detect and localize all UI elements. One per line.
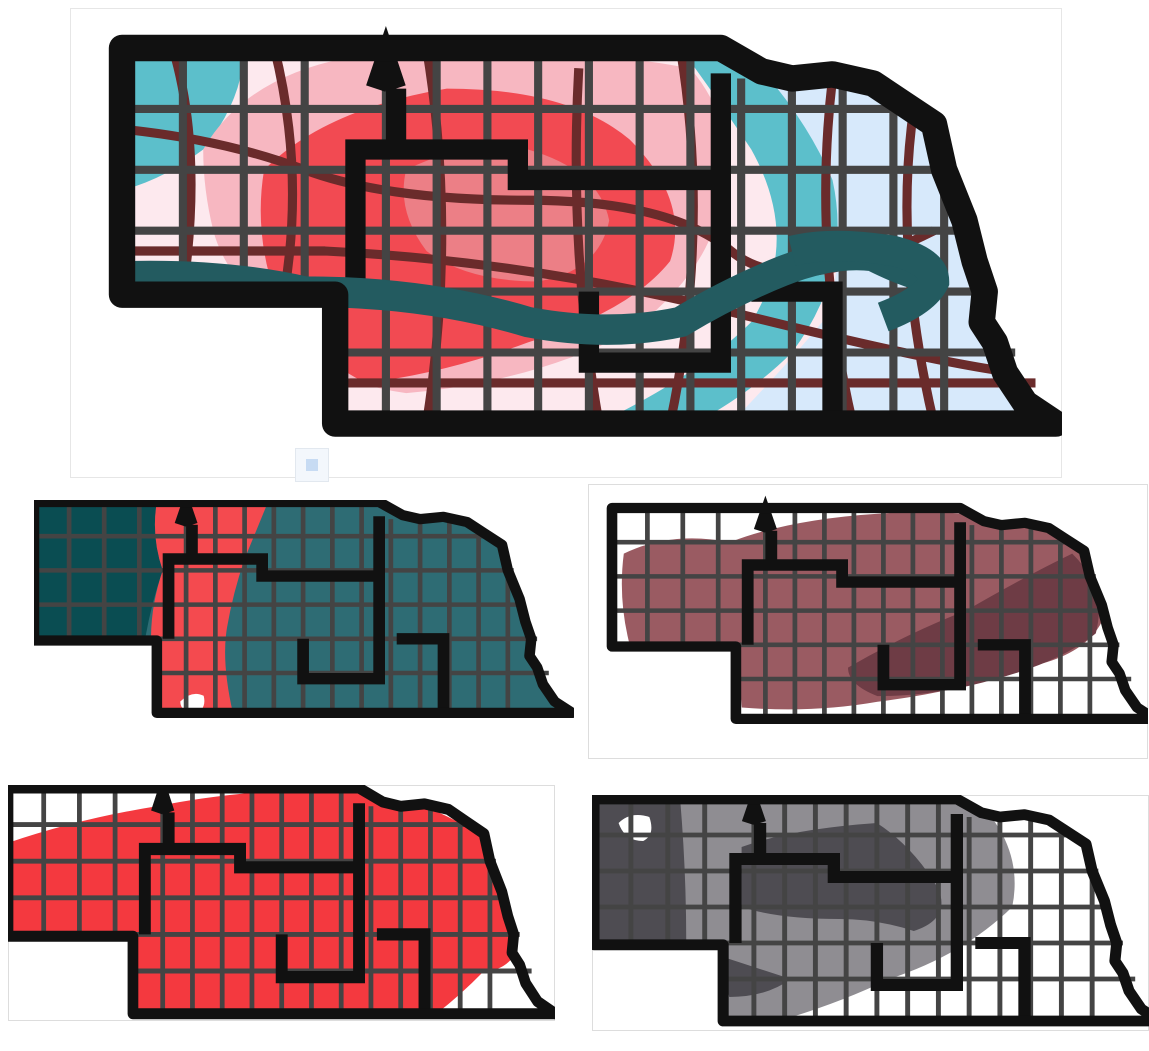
map-4-panel — [8, 785, 555, 1047]
map-2-panel — [34, 500, 574, 740]
legend-swatch — [295, 448, 329, 482]
north-loup-river — [788, 230, 950, 332]
zone-dark-gray — [594, 799, 942, 997]
map-3-frame — [588, 484, 1148, 759]
map-4 — [8, 785, 555, 1021]
zone-red — [8, 788, 520, 1014]
main-map-panel — [70, 8, 1062, 482]
map-3-panel — [588, 484, 1148, 774]
map-5 — [592, 795, 1149, 1031]
main-map-frame — [70, 8, 1062, 478]
main-map — [70, 8, 1062, 448]
map-2 — [34, 500, 574, 740]
map-3 — [588, 484, 1148, 744]
map-5-panel — [592, 795, 1149, 1035]
